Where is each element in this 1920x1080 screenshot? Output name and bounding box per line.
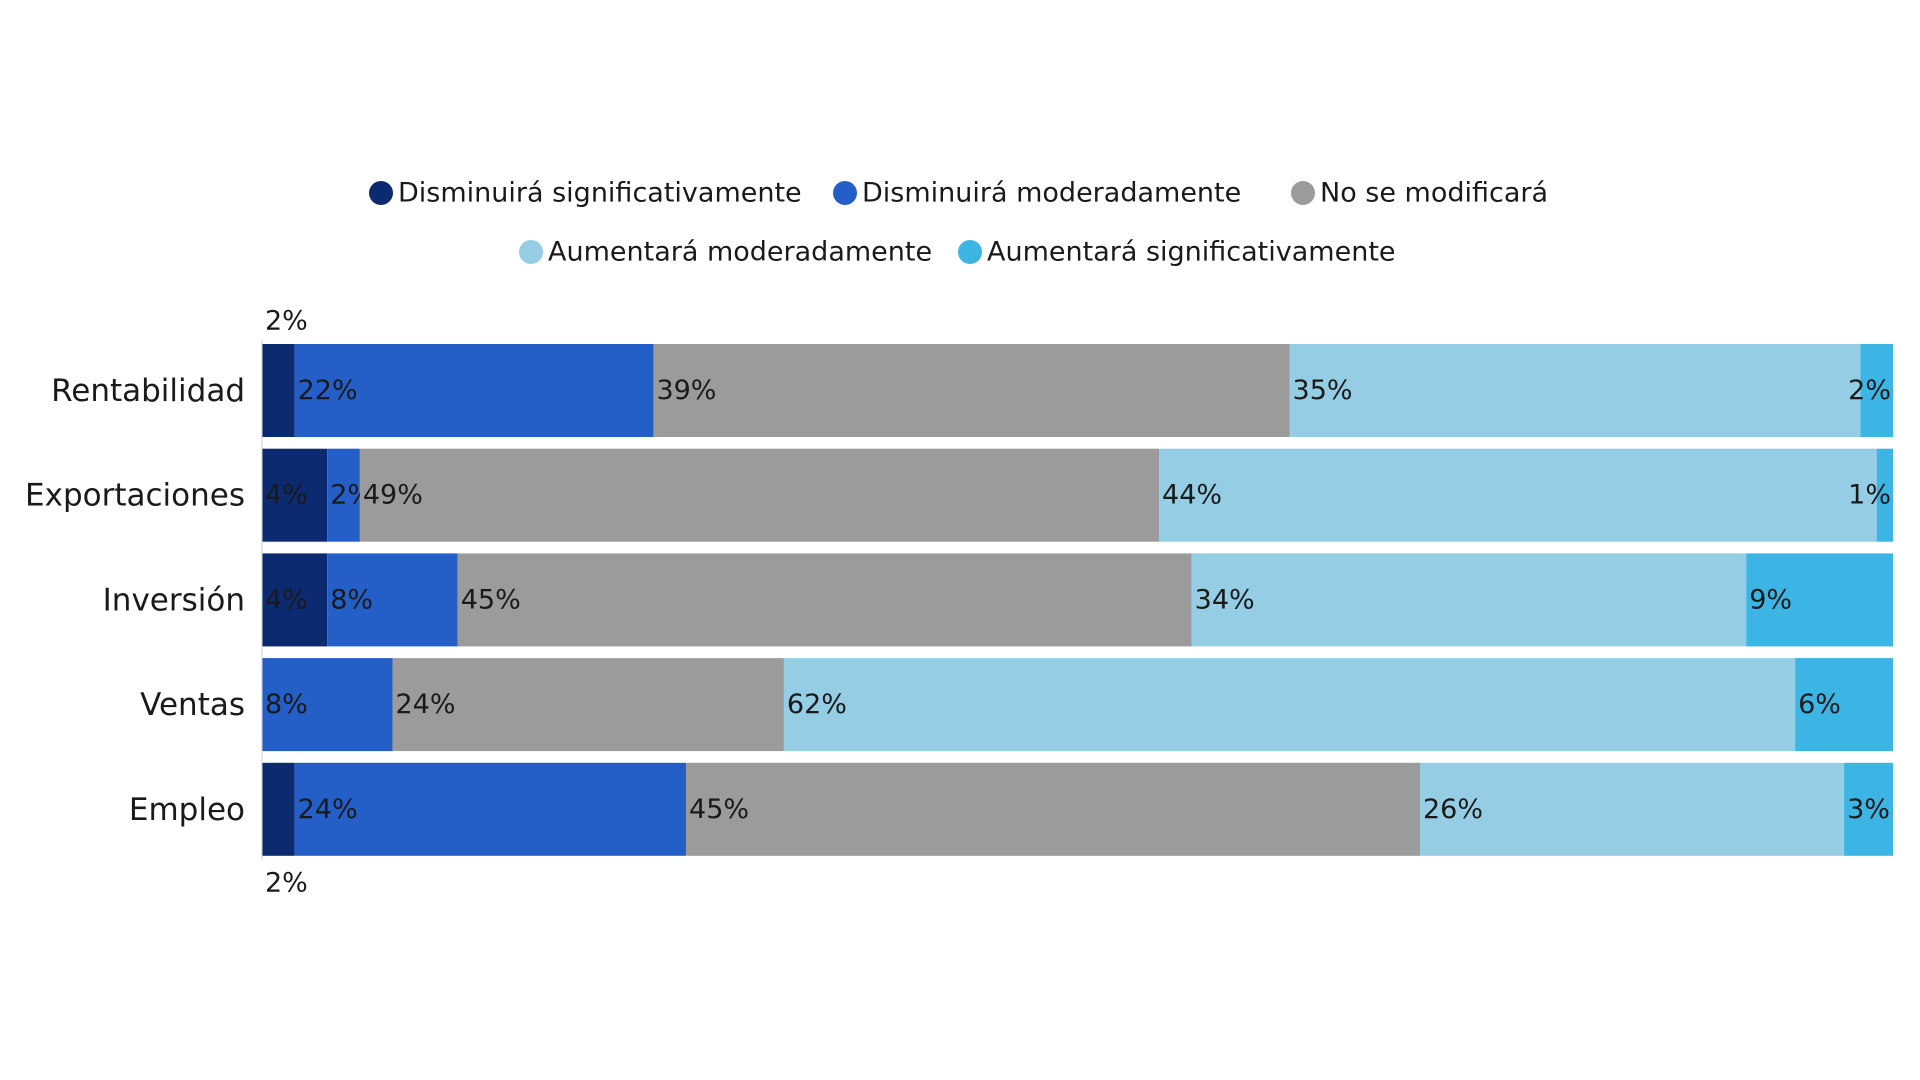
category-label: Inversión <box>103 582 245 618</box>
data-label: 24% <box>395 689 455 720</box>
bar-segment <box>262 553 328 647</box>
bar-segment <box>783 658 1796 752</box>
data-label: 22% <box>298 375 358 406</box>
category-label: Exportaciones <box>25 478 245 514</box>
data-label: 39% <box>656 375 716 406</box>
bar-segment <box>1159 448 1877 542</box>
data-label: 4% <box>265 480 308 511</box>
data-label: 3% <box>1847 794 1890 825</box>
bar-segment <box>1860 344 1893 437</box>
bar-segment <box>1746 553 1893 647</box>
bar-segment <box>262 448 328 542</box>
bar-segment <box>327 553 458 647</box>
bar-segment <box>457 553 1192 647</box>
category-label: Rentabilidad <box>51 373 245 409</box>
data-label: 44% <box>1162 480 1222 511</box>
bar-segment <box>653 344 1290 437</box>
legend-label: Disminuirá significativamente <box>398 178 802 209</box>
legend-label: Aumentará significativamente <box>987 237 1396 268</box>
data-label: 1% <box>1848 480 1891 511</box>
data-label: 4% <box>265 584 308 615</box>
category-label: Empleo <box>129 792 245 828</box>
data-label: 2% <box>265 867 308 898</box>
bar-segment <box>262 658 393 752</box>
data-label: 49% <box>363 480 423 511</box>
data-label: 8% <box>330 584 373 615</box>
bar-segment <box>1420 762 1845 856</box>
bar-segment <box>359 448 1160 542</box>
legend-marker <box>1291 181 1315 205</box>
legend-label: No se modificará <box>1320 178 1548 209</box>
data-label: 8% <box>265 689 308 720</box>
legend-marker <box>958 240 982 264</box>
bar-segment <box>1876 448 1893 542</box>
data-label: 2% <box>1848 375 1891 406</box>
bar-segment <box>1795 658 1893 752</box>
bar-segment <box>1191 553 1747 647</box>
data-label: 45% <box>461 584 521 615</box>
data-label: 35% <box>1293 375 1353 406</box>
bar-segment <box>1844 762 1893 856</box>
data-label: 2% <box>265 306 308 337</box>
data-label: 45% <box>689 794 749 825</box>
bar-segment <box>294 762 687 856</box>
bar-segment <box>392 658 784 752</box>
bar-segment <box>686 762 1421 856</box>
legend-label: Aumentará moderadamente <box>548 237 932 268</box>
legend-label: Disminuirá moderadamente <box>862 178 1241 209</box>
bar-segment <box>327 448 360 542</box>
data-label: 34% <box>1195 584 1255 615</box>
bar-segment <box>262 762 295 856</box>
data-label: 26% <box>1423 794 1483 825</box>
category-label: Ventas <box>140 687 245 723</box>
data-label: 6% <box>1798 689 1841 720</box>
data-label: 62% <box>787 689 847 720</box>
bar-segment <box>262 344 295 437</box>
legend-marker <box>833 181 857 205</box>
legend-marker <box>519 240 543 264</box>
data-label: 9% <box>1749 584 1792 615</box>
bar-segment <box>294 344 654 437</box>
legend-marker <box>369 181 393 205</box>
bar-segment <box>1289 344 1861 437</box>
data-label: 24% <box>298 794 358 825</box>
